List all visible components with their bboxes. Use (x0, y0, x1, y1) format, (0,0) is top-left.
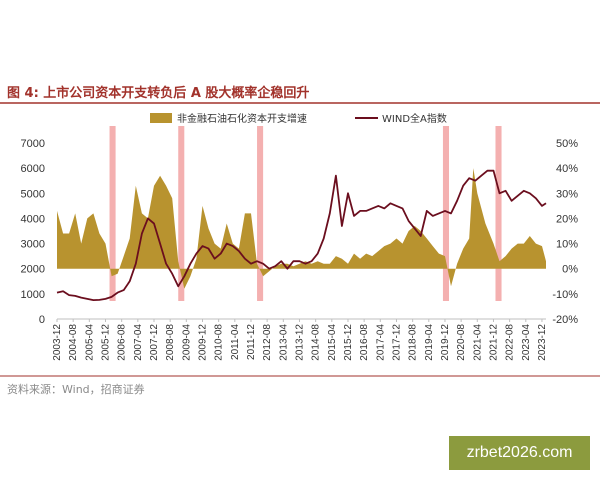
x-tick-label: 2015-04 (327, 324, 338, 361)
x-tick-label: 2021-12 (488, 324, 499, 361)
x-tick-label: 2019-12 (440, 324, 451, 361)
highlight-band-3 (442, 126, 450, 301)
highlight-band-0 (109, 126, 116, 301)
x-tick-label: 2020-08 (456, 324, 467, 361)
source-note: 资料来源：Wind，招商证券 (7, 382, 145, 396)
x-tick-label: 2006-08 (117, 324, 128, 361)
x-tick-label: 2004-08 (68, 324, 79, 361)
left-tick-label: 7000 (21, 138, 45, 150)
highlight-bands (109, 126, 502, 301)
x-tick-label: 2005-04 (84, 324, 95, 361)
right-tick-label: 40% (556, 163, 578, 175)
index-line-layer (56, 169, 547, 302)
legend-area-swatch (150, 113, 172, 123)
x-tick-label: 2021-04 (472, 324, 483, 361)
right-tick-label: -10% (552, 289, 578, 301)
figure-title: 图 4: 上市公司资本开支转负后 A 股大概率企稳回升 (7, 85, 309, 101)
left-tick-label: 5000 (21, 188, 45, 200)
x-tick-label: 2023-12 (537, 324, 548, 361)
x-tick-label: 2005-12 (100, 324, 111, 361)
left-tick-label: 2000 (21, 264, 45, 276)
x-tick-label: 2016-08 (359, 324, 370, 361)
left-tick-label: 1000 (21, 289, 45, 301)
right-tick-label: 20% (556, 213, 578, 225)
right-tick-label: 50% (556, 138, 578, 150)
x-tick-label: 2011-12 (246, 324, 257, 360)
x-tick-label: 2011-04 (230, 324, 241, 360)
x-tick-label: 2009-04 (181, 324, 192, 361)
legend-area-label: 非金融石油石化资本开支增速 (177, 112, 307, 125)
x-tick-label: 2017-12 (391, 324, 402, 361)
x-tick-label: 2013-04 (278, 324, 289, 361)
x-tick-label: 2007-04 (133, 324, 144, 361)
highlight-band-1 (178, 126, 185, 301)
left-tick-label: 6000 (21, 163, 45, 175)
x-tick-label: 2023-04 (521, 324, 532, 361)
left-tick-label: 3000 (21, 239, 45, 251)
capex-growth-area (57, 168, 546, 289)
legend: 非金融石油石化资本开支增速 WIND全A指数 (150, 112, 447, 125)
x-tick-label: 2013-12 (294, 324, 305, 361)
highlight-band-2 (257, 126, 264, 301)
right-tick-label: 10% (556, 239, 578, 251)
highlight-band-4 (495, 126, 502, 301)
x-tick-label: 2007-12 (149, 324, 160, 361)
capex-area-layer (57, 168, 546, 289)
left-tick-label: 4000 (21, 213, 45, 225)
right-tick-label: -20% (552, 314, 578, 326)
x-tick-label: 2015-12 (343, 324, 354, 361)
right-tick-label: 30% (556, 188, 578, 200)
wind-a-index-line (56, 169, 547, 302)
x-tick-label: 2014-08 (311, 324, 322, 361)
right-tick-label: 0% (562, 264, 578, 276)
x-tick-label: 2008-08 (165, 324, 176, 361)
watermark-badge: zrbet2026.com (449, 436, 590, 470)
x-tick-label: 2022-08 (505, 324, 516, 361)
left-tick-label: 0 (39, 314, 45, 326)
x-tick-label: 2010-08 (214, 324, 225, 361)
x-tick-label: 2003-12 (52, 324, 63, 361)
legend-line-label: WIND全A指数 (382, 112, 447, 125)
axes: 0 1000 2000 3000 4000 5000 6000 7000 -20% -10% 0% 1… (21, 138, 579, 361)
x-tick-label: 2019-04 (424, 324, 435, 361)
x-tick-label: 2017-04 (375, 324, 386, 361)
x-tick-label: 2009-12 (197, 324, 208, 361)
x-tick-label: 2012-08 (262, 324, 273, 361)
x-tick-label: 2018-08 (408, 324, 419, 361)
